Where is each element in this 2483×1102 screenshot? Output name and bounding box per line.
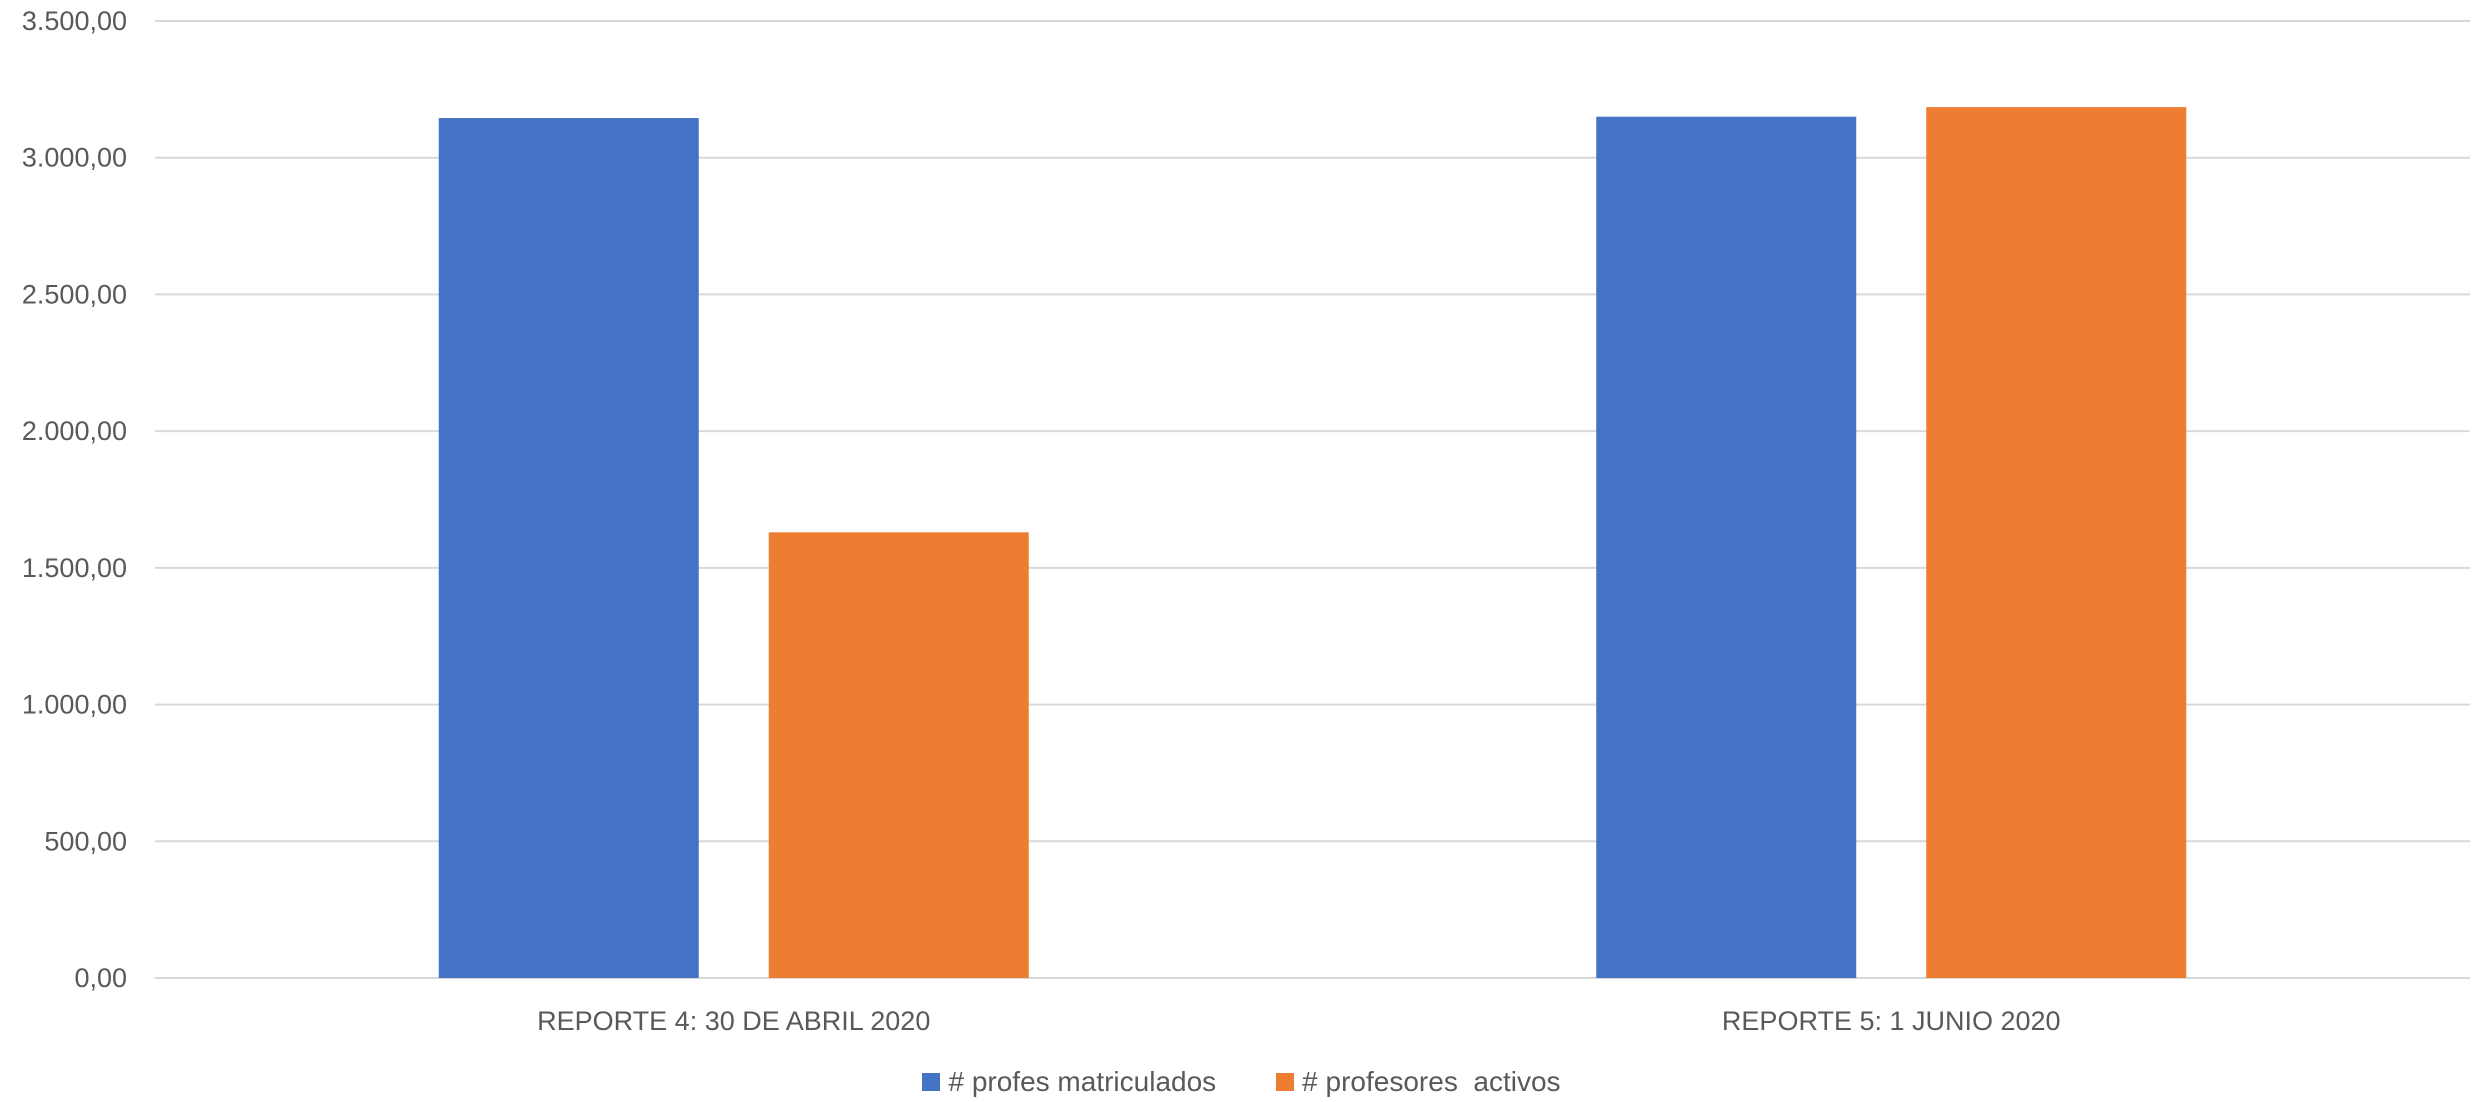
x-axis-category-labels: REPORTE 4: 30 DE ABRIL 2020 REPORTE 5: 1 … bbox=[537, 1006, 2060, 1036]
legend-item-series-1: # profes matriculados bbox=[922, 1066, 1216, 1098]
y-tick-label: 0,00 bbox=[74, 963, 127, 993]
legend: # profes matriculados # profesores activ… bbox=[0, 1062, 2483, 1102]
y-axis-tick-labels: 0,00 500,00 1.000,00 1.500,00 2.000,00 2.500,… bbox=[22, 6, 127, 993]
legend-swatch-series-1 bbox=[922, 1073, 941, 1091]
y-tick-label: 3.500,00 bbox=[22, 6, 127, 36]
bar-chart: 0,00 500,00 1.000,00 1.500,00 2.000,00 2.500,… bbox=[22, 6, 2470, 1036]
bar-series-1-category-2 bbox=[1596, 116, 1857, 978]
legend-label-series-1: # profes matriculados bbox=[948, 1066, 1217, 1097]
bar-series-2-category-2 bbox=[1926, 107, 2187, 978]
x-category-label: REPORTE 4: 30 DE ABRIL 2020 bbox=[537, 1006, 930, 1036]
legend-swatch-series-2 bbox=[1276, 1073, 1295, 1091]
legend-label-series-2: # profesores activos bbox=[1302, 1066, 1561, 1097]
y-tick-label: 1.000,00 bbox=[22, 690, 127, 720]
legend-item-series-2: # profesores activos bbox=[1276, 1066, 1561, 1098]
y-tick-label: 2.000,00 bbox=[22, 416, 127, 446]
y-tick-label: 3.000,00 bbox=[22, 143, 127, 173]
bar-series-2-category-1 bbox=[768, 532, 1029, 978]
y-tick-label: 2.500,00 bbox=[22, 279, 127, 309]
bars bbox=[438, 107, 2187, 979]
y-tick-label: 1.500,00 bbox=[22, 553, 127, 583]
x-category-label: REPORTE 5: 1 JUNIO 2020 bbox=[1722, 1006, 2061, 1036]
bar-series-1-category-1 bbox=[438, 118, 699, 979]
y-tick-label: 500,00 bbox=[44, 826, 127, 856]
